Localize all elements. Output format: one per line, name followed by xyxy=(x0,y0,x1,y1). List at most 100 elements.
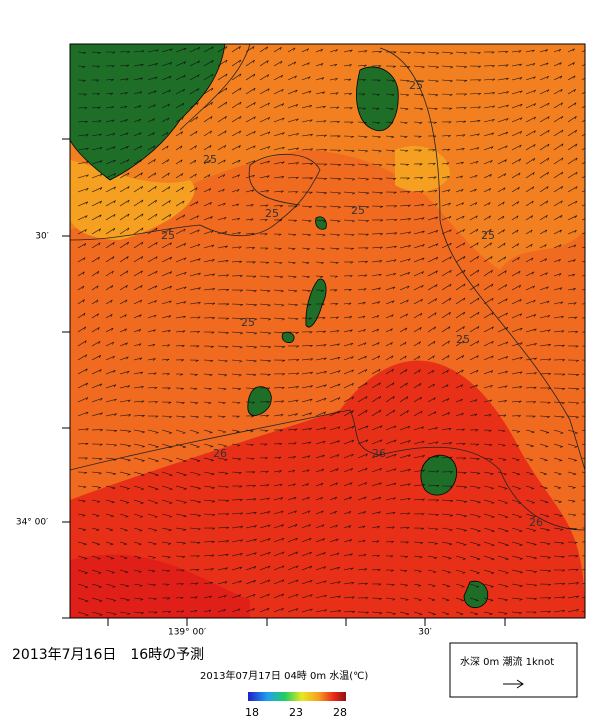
current-arrow xyxy=(469,311,480,319)
current-arrow xyxy=(273,132,285,137)
current-arrow xyxy=(343,410,354,417)
current-arrow xyxy=(147,314,157,319)
current-arrow xyxy=(567,331,578,334)
current-arrow xyxy=(217,130,227,137)
current-arrow xyxy=(315,303,325,306)
current-arrow xyxy=(455,499,467,503)
current-arrow xyxy=(133,499,144,504)
current-arrow xyxy=(357,525,366,529)
current-arrow xyxy=(231,457,241,461)
current-arrow xyxy=(231,443,241,447)
current-arrow xyxy=(371,395,382,403)
current-arrow xyxy=(189,130,198,137)
current-arrow xyxy=(343,383,354,389)
current-arrow xyxy=(119,270,129,277)
current-arrow xyxy=(413,426,424,431)
current-arrow xyxy=(343,482,353,487)
current-arrow xyxy=(315,247,325,251)
current-arrow xyxy=(147,199,157,207)
current-arrow xyxy=(301,483,309,487)
current-arrow xyxy=(427,470,440,473)
current-arrow xyxy=(497,513,509,519)
current-arrow xyxy=(385,482,397,487)
current-arrow xyxy=(175,145,183,151)
current-arrow xyxy=(91,146,103,151)
current-arrow xyxy=(217,116,227,123)
current-arrow xyxy=(329,275,338,278)
current-arrow xyxy=(133,50,145,53)
current-arrow xyxy=(273,470,282,473)
current-arrow xyxy=(161,172,170,179)
current-arrow xyxy=(371,525,380,529)
current-arrow xyxy=(133,118,141,123)
current-arrow xyxy=(189,159,197,165)
current-arrow xyxy=(511,270,521,277)
current-arrow xyxy=(273,190,284,193)
current-arrow xyxy=(175,415,186,419)
current-arrow xyxy=(511,313,523,319)
current-arrow xyxy=(203,609,212,613)
current-arrow xyxy=(105,327,114,333)
current-arrow xyxy=(217,188,225,193)
current-arrow xyxy=(371,191,383,195)
current-arrow xyxy=(315,552,326,557)
current-arrow xyxy=(175,610,185,613)
current-arrow xyxy=(245,145,256,151)
current-arrow xyxy=(329,135,341,138)
current-arrow xyxy=(231,387,242,391)
current-arrow xyxy=(469,202,478,207)
current-arrow xyxy=(455,428,465,431)
current-arrow xyxy=(497,51,509,54)
current-arrow xyxy=(427,93,439,97)
current-arrow xyxy=(511,299,522,305)
current-arrow xyxy=(567,527,577,531)
current-arrow xyxy=(91,499,101,503)
current-arrow xyxy=(77,326,87,333)
current-arrow xyxy=(567,457,577,462)
island xyxy=(247,386,272,416)
current-arrow xyxy=(217,317,230,320)
current-arrow xyxy=(329,49,338,53)
current-arrow xyxy=(287,61,297,67)
current-arrow xyxy=(175,429,186,434)
current-arrow xyxy=(91,369,102,375)
current-arrow xyxy=(105,583,116,588)
current-arrow xyxy=(161,131,169,137)
current-arrow xyxy=(357,539,366,543)
current-arrow xyxy=(175,457,187,463)
current-arrow xyxy=(497,597,508,602)
current-arrow xyxy=(273,60,283,67)
current-arrow xyxy=(567,116,577,123)
current-arrow xyxy=(539,401,551,404)
current-arrow xyxy=(175,228,186,235)
current-arrow xyxy=(539,200,549,207)
current-arrow xyxy=(413,583,422,587)
current-arrow xyxy=(525,443,534,448)
current-arrow xyxy=(273,317,285,321)
current-arrow xyxy=(133,457,145,462)
current-arrow xyxy=(553,157,564,165)
current-arrow xyxy=(217,553,229,557)
current-arrow xyxy=(441,216,452,221)
current-arrow xyxy=(273,176,285,179)
current-arrow xyxy=(371,382,381,389)
current-arrow xyxy=(469,457,480,461)
current-arrow xyxy=(259,593,270,599)
current-arrow xyxy=(567,229,577,235)
current-arrow xyxy=(147,90,157,95)
current-arrow xyxy=(357,425,369,431)
current-arrow xyxy=(259,131,271,137)
current-arrow xyxy=(259,414,269,418)
current-arrow xyxy=(287,219,297,222)
current-arrow xyxy=(539,186,549,193)
current-arrow xyxy=(259,190,269,193)
current-arrow xyxy=(189,582,199,585)
current-arrow xyxy=(259,359,271,363)
current-arrow xyxy=(441,456,453,459)
current-arrow xyxy=(511,527,523,532)
current-arrow xyxy=(287,428,298,431)
current-arrow xyxy=(203,373,213,377)
current-arrow xyxy=(385,511,396,515)
current-arrow xyxy=(343,107,353,110)
current-arrow xyxy=(385,439,397,445)
